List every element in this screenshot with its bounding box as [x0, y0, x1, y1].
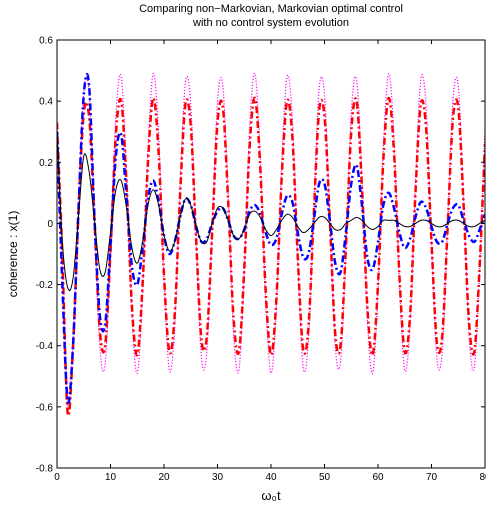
series-line [57, 131, 485, 292]
series-line [57, 73, 485, 404]
x-axis-label: ω₀t [261, 488, 281, 503]
chart-title: with no control system evolution [192, 17, 349, 29]
y-tick-label: -0.6 [36, 402, 54, 413]
x-tick-label: 10 [105, 472, 117, 483]
x-tick-label: 60 [372, 472, 384, 483]
y-tick-label: 0.2 [39, 158, 53, 169]
chart-title: Comparing non−Markovian, Markovian optim… [139, 3, 403, 15]
x-tick-label: 70 [426, 472, 438, 483]
x-tick-label: 0 [54, 472, 60, 483]
series-line [57, 96, 485, 417]
y-tick-label: -0.4 [36, 341, 54, 352]
y-tick-label: 0.4 [39, 97, 53, 108]
x-tick-label: 80 [479, 472, 486, 483]
y-tick-label: -0.8 [36, 464, 54, 475]
y-tick-label: -0.2 [36, 280, 54, 291]
y-axis-label: coherence : x(1) [6, 211, 20, 298]
series-line [57, 72, 485, 411]
x-tick-label: 40 [265, 472, 277, 483]
x-tick-label: 50 [319, 472, 331, 483]
x-tick-label: 30 [212, 472, 224, 483]
y-tick-label: 0 [47, 219, 53, 230]
plot-area [57, 72, 485, 417]
x-tick-label: 20 [158, 472, 170, 483]
y-tick-label: 0.6 [39, 36, 53, 47]
